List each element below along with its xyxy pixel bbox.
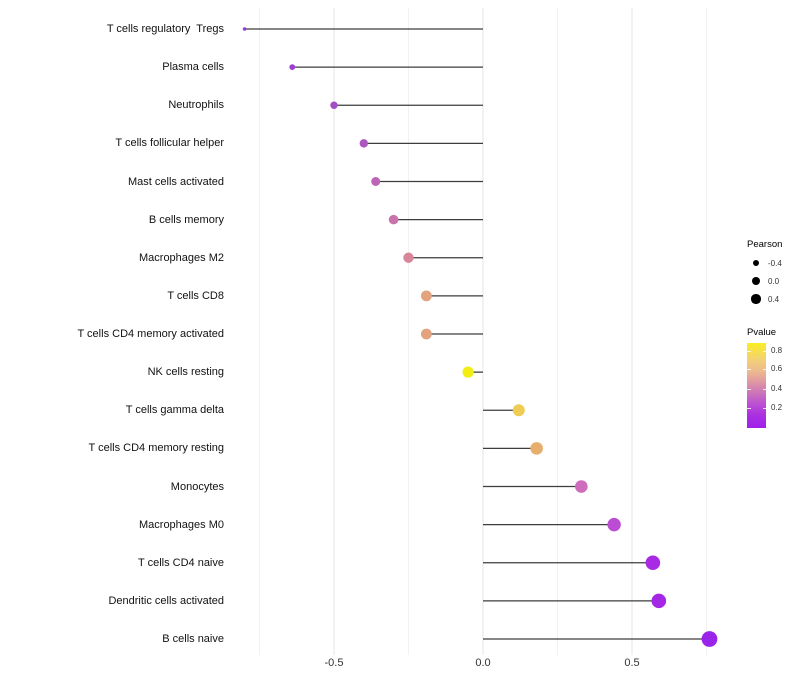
size-legend-entry: 0.0 <box>747 272 799 290</box>
lollipop-dot <box>403 252 414 263</box>
size-legend-dot <box>751 294 761 304</box>
colorbar-tick-label: 0.8 <box>771 345 783 355</box>
colorbar-tick-mark <box>762 388 766 390</box>
lollipop-dot <box>530 442 543 455</box>
lollipop-dot <box>607 517 621 532</box>
size-legend-label: 0.0 <box>768 276 780 286</box>
colorbar-tick-mark <box>747 388 751 390</box>
size-legend-dot <box>752 259 760 267</box>
lollipop-dot <box>289 64 296 71</box>
lollipop-dot <box>359 139 368 148</box>
y-axis-label: B cells memory <box>148 213 224 226</box>
lollipop-dot <box>388 214 399 225</box>
y-axis-label: T cells CD4 memory activated <box>77 328 224 340</box>
lollipop-dot <box>701 631 718 647</box>
y-axis-label: T cells CD4 naive <box>138 556 224 569</box>
color-legend-title: Pvalue <box>747 327 777 338</box>
y-axis-label: T cells regulatory Tregs <box>106 23 224 35</box>
y-axis-label: Plasma cells <box>162 61 224 74</box>
colorbar-tick-mark <box>747 408 751 410</box>
size-legend-title: Pearson <box>747 239 783 250</box>
lollipop-dot <box>420 328 432 340</box>
y-axis-label: T cells CD8 <box>167 289 224 302</box>
size-legend-entries: -0.4 0.0 0.4 <box>747 254 799 308</box>
colorbar-tick-mark <box>762 408 766 410</box>
y-axis-label: T cells follicular helper <box>115 137 224 150</box>
colorbar-tick-mark <box>762 350 766 352</box>
lollipop-dot <box>462 366 474 378</box>
x-axis-tick-label: 0.0 <box>475 657 491 669</box>
y-axis-label: Mast cells activated <box>128 175 224 188</box>
colorbar-wrap: 0.8 0.6 0.4 0.2 <box>747 343 799 428</box>
y-axis-label: Dendritic cells activated <box>108 594 224 607</box>
x-axis-tick-label: -0.5 <box>324 657 344 669</box>
lollipop-dot <box>651 593 667 609</box>
legend: Pearson -0.4 0.0 0.4 Pvalue 0.8 0.6 0.4 0.2 <box>747 239 799 428</box>
colorbar-tick-mark <box>762 369 766 371</box>
colorbar-tick-label: 0.4 <box>771 383 783 393</box>
size-legend-label: -0.4 <box>768 258 782 268</box>
lollipop-dot <box>575 480 588 493</box>
color-legend: Pvalue 0.8 0.6 0.4 0.2 <box>747 327 799 428</box>
y-axis-label: T cells gamma delta <box>125 404 224 417</box>
lollipop-dot <box>330 101 338 109</box>
plot-panel <box>242 8 718 655</box>
y-axis-label: Macrophages M2 <box>139 251 224 264</box>
size-legend-dot <box>752 277 760 285</box>
colorbar-tick-mark <box>747 350 751 352</box>
lollipop-dot <box>512 404 525 417</box>
x-axis-tick-label: 0.5 <box>624 657 640 669</box>
size-legend-label: 0.4 <box>768 294 780 304</box>
y-axis-label: T cells CD4 memory resting <box>88 442 225 455</box>
colorbar-tick-label: 0.2 <box>771 403 783 413</box>
y-axis-label: Monocytes <box>170 480 224 493</box>
y-axis-label: Macrophages M0 <box>139 518 224 531</box>
lollipop-dot <box>420 290 432 302</box>
y-axis-label: Neutrophils <box>168 99 224 112</box>
size-legend-entry: -0.4 <box>747 254 799 272</box>
colorbar-tick-mark <box>747 369 751 371</box>
y-axis-label: B cells naive <box>162 633 224 645</box>
lollipop-dot <box>645 555 661 571</box>
y-axis-label: NK cells resting <box>147 366 224 379</box>
colorbar-gradient <box>747 343 766 428</box>
lollipop-dot <box>242 27 247 31</box>
size-legend-entry: 0.4 <box>747 290 799 308</box>
colorbar-tick-label: 0.6 <box>771 364 783 374</box>
lollipop-dot <box>371 177 381 186</box>
